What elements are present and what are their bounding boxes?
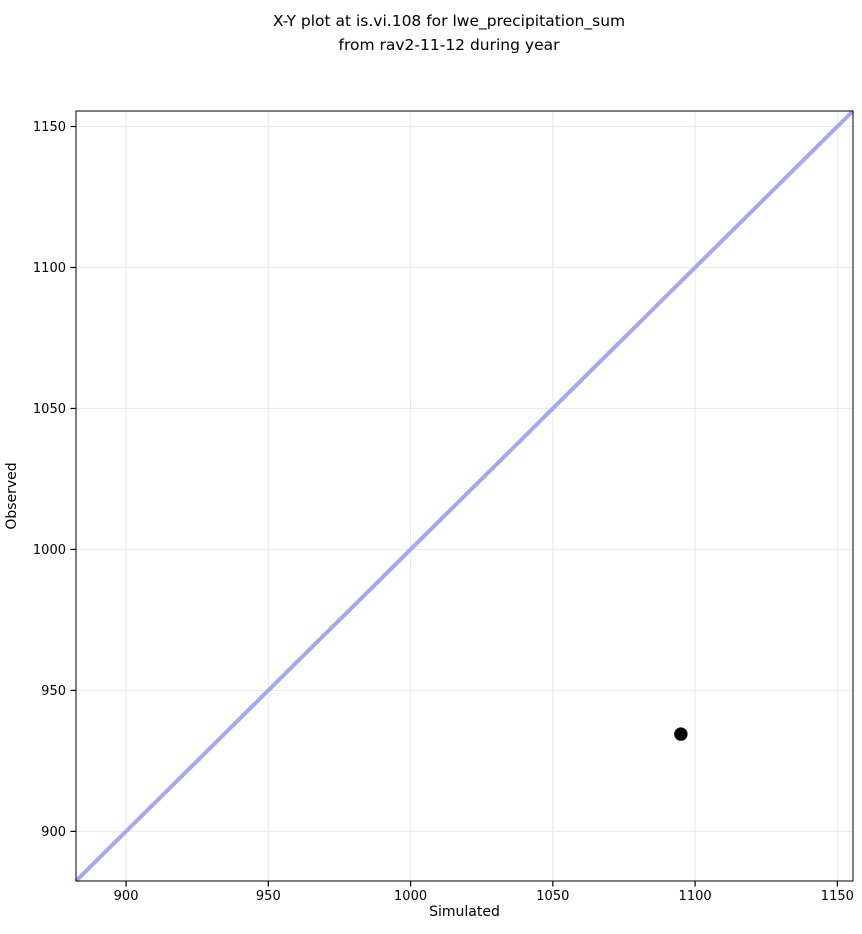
axis-ticks (70, 125, 838, 887)
y-tick-label: 900 (41, 825, 66, 840)
plot-border (75, 110, 854, 882)
y-axis-label: Observed (4, 462, 20, 529)
y-tick-label: 1000 (33, 543, 66, 558)
y-tick-label: 1100 (33, 261, 66, 276)
gridlines (76, 111, 853, 881)
x-tick-label: 1000 (394, 889, 427, 904)
x-tick-label: 1050 (536, 889, 569, 904)
y-tick-label: 950 (41, 684, 66, 699)
series-layer (74, 109, 855, 883)
chart-title-line2: from rav2-11-12 during year (338, 36, 560, 54)
data-point (674, 727, 688, 741)
x-tick-label: 1150 (821, 889, 854, 904)
identity-line (74, 109, 855, 883)
x-axis-label: Simulated (429, 904, 500, 920)
y-tick-label: 1150 (33, 120, 66, 135)
x-tick-label: 1100 (679, 889, 712, 904)
y-tick-label: 1050 (33, 402, 66, 417)
chart-title-line1: X-Y plot at is.vi.108 for lwe_precipitat… (272, 12, 626, 30)
x-tick-label: 900 (114, 889, 139, 904)
chart-title: X-Y plot at is.vi.108 for lwe_precipitat… (273, 9, 625, 57)
tick-labels: 900 950 1000 1050 1100 1150 900 950 1000 1050 1100… (33, 120, 854, 904)
plot-frame (75, 110, 854, 882)
x-tick-label: 950 (256, 889, 281, 904)
